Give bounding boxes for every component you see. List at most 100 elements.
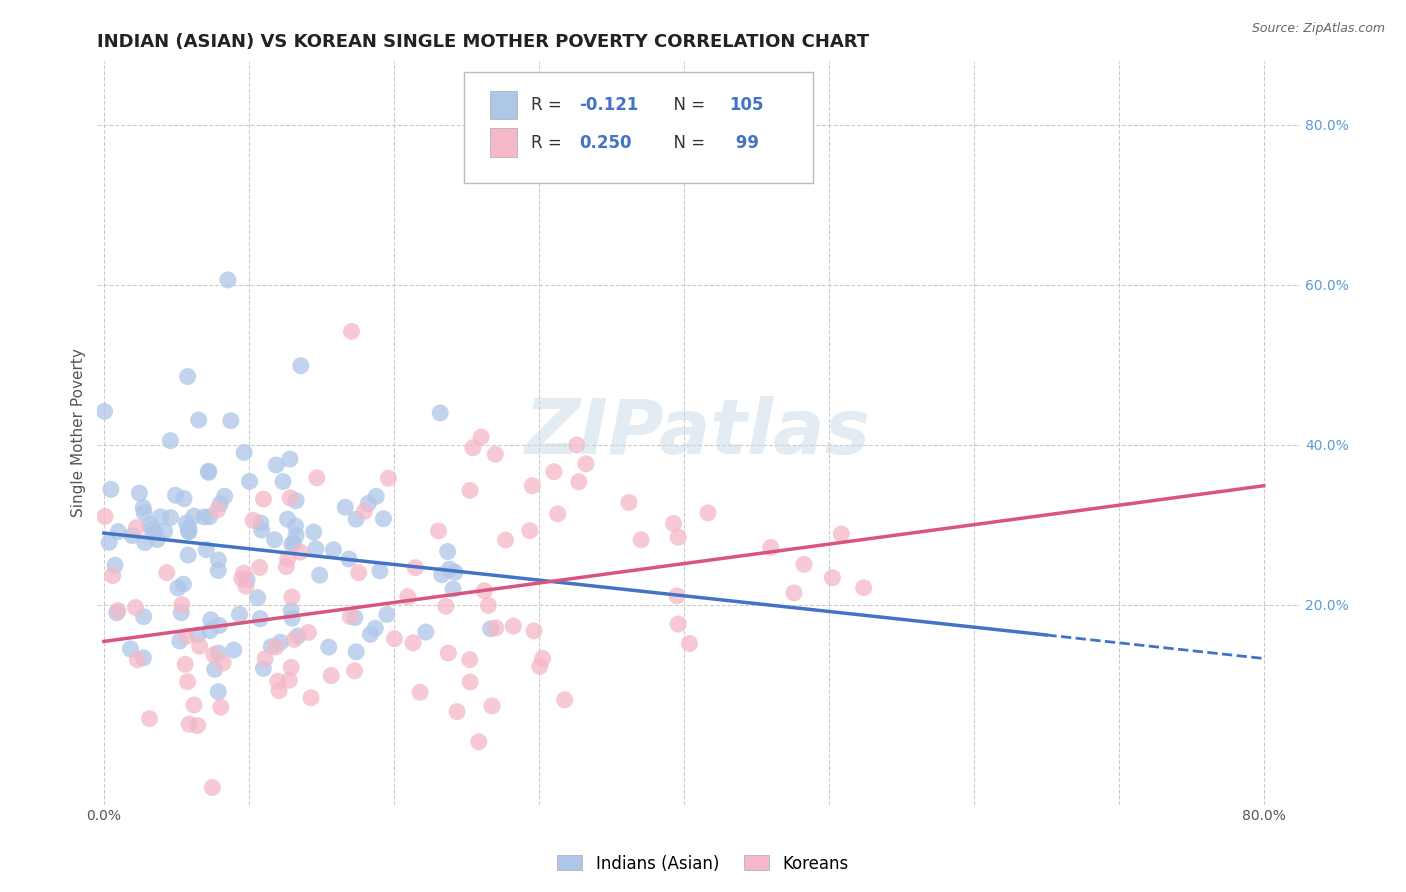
- Point: [101, 568, 124, 582]
- Point: [177, 521, 200, 535]
- Point: [207, 684, 229, 698]
- Point: [697, 506, 720, 520]
- Point: [565, 438, 588, 452]
- Point: [484, 447, 506, 461]
- Point: [278, 673, 301, 688]
- Point: [302, 525, 325, 540]
- Point: [495, 533, 517, 547]
- Point: [149, 509, 172, 524]
- Point: [204, 662, 226, 676]
- Point: [266, 674, 288, 689]
- Point: [271, 475, 294, 489]
- Point: [153, 524, 176, 539]
- Point: [281, 590, 304, 604]
- Point: [167, 581, 190, 595]
- Point: [335, 500, 357, 515]
- Point: [415, 625, 437, 640]
- Point: [458, 675, 481, 690]
- Legend: Indians (Asian), Koreans: Indians (Asian), Koreans: [551, 848, 855, 880]
- Point: [285, 528, 308, 542]
- Point: [120, 641, 142, 656]
- Point: [477, 599, 499, 613]
- Point: [434, 599, 457, 614]
- Point: [502, 619, 524, 633]
- Point: [197, 464, 219, 478]
- Point: [281, 611, 304, 625]
- Point: [484, 817, 506, 831]
- Point: [278, 452, 301, 467]
- Point: [100, 483, 122, 497]
- Point: [617, 495, 640, 509]
- Point: [427, 524, 450, 538]
- Point: [522, 479, 544, 493]
- Point: [169, 634, 191, 648]
- Point: [254, 651, 277, 665]
- Point: [249, 612, 271, 626]
- Point: [436, 544, 458, 558]
- Point: [821, 571, 844, 585]
- Point: [187, 628, 209, 642]
- Point: [238, 475, 260, 489]
- Point: [283, 536, 305, 550]
- Point: [214, 489, 236, 503]
- Point: [183, 509, 205, 524]
- Point: [177, 524, 200, 539]
- Point: [318, 640, 340, 654]
- Point: [299, 690, 322, 705]
- Point: [285, 493, 308, 508]
- Point: [250, 523, 273, 537]
- Point: [366, 489, 388, 503]
- Text: ZIPatlas: ZIPatlas: [526, 396, 872, 470]
- Text: 105: 105: [730, 96, 763, 114]
- Point: [173, 491, 195, 506]
- Text: -0.121: -0.121: [579, 96, 638, 114]
- Point: [404, 560, 426, 574]
- Point: [852, 581, 875, 595]
- Point: [543, 465, 565, 479]
- Text: R =: R =: [531, 134, 567, 152]
- Point: [335, 823, 357, 838]
- Point: [678, 636, 700, 650]
- Point: [233, 445, 256, 459]
- Point: [228, 607, 250, 622]
- Point: [290, 359, 312, 373]
- Point: [297, 625, 319, 640]
- Y-axis label: Single Mother Poverty: Single Mother Poverty: [72, 348, 86, 517]
- FancyBboxPatch shape: [491, 91, 516, 120]
- Point: [125, 520, 148, 534]
- Point: [409, 685, 432, 699]
- Point: [105, 606, 128, 620]
- Point: [665, 589, 688, 603]
- Point: [305, 471, 328, 485]
- Point: [280, 603, 302, 617]
- Point: [94, 509, 117, 524]
- Point: [458, 652, 481, 666]
- Point: [430, 567, 453, 582]
- Point: [337, 552, 360, 566]
- Point: [554, 693, 576, 707]
- Point: [461, 441, 484, 455]
- Point: [111, 808, 134, 822]
- Point: [439, 562, 461, 576]
- Point: [368, 564, 391, 578]
- Point: [305, 541, 328, 556]
- Point: [138, 712, 160, 726]
- Point: [662, 516, 685, 531]
- Point: [547, 507, 569, 521]
- Point: [176, 674, 198, 689]
- Point: [357, 496, 380, 510]
- Point: [666, 617, 689, 632]
- Point: [121, 529, 143, 543]
- Point: [176, 629, 198, 643]
- Point: [200, 613, 222, 627]
- Point: [217, 273, 239, 287]
- Point: [236, 573, 259, 587]
- Point: [441, 582, 464, 597]
- Point: [568, 475, 591, 489]
- Point: [384, 632, 406, 646]
- Point: [287, 629, 309, 643]
- Point: [347, 566, 370, 580]
- Point: [187, 718, 209, 732]
- Text: 0.250: 0.250: [579, 134, 631, 152]
- Point: [219, 414, 242, 428]
